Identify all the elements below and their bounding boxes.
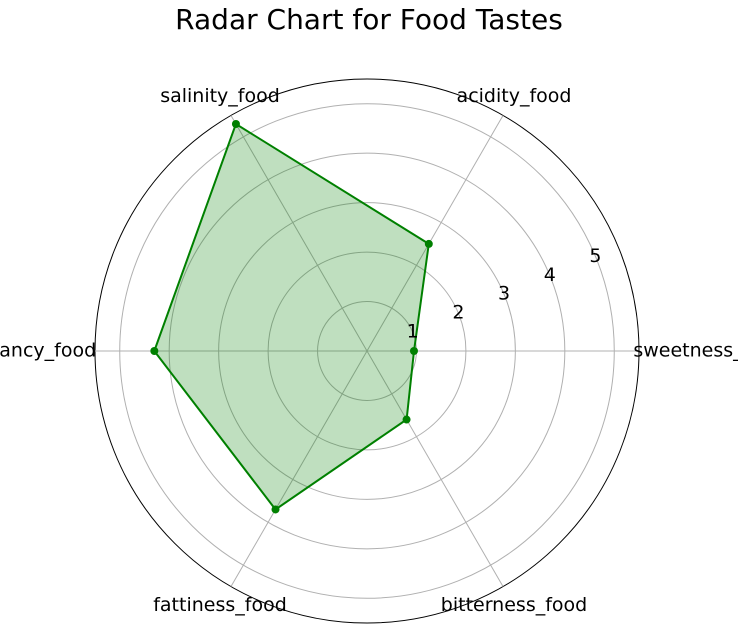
spoke-acidity_food [366,115,504,352]
category-label-fattiness_food: fattiness_food [153,594,287,616]
radial-tick-labels: 1 2 3 4 5 [407,245,602,343]
series-area [154,124,429,510]
series [150,120,433,514]
tick-label-2: 2 [452,302,464,324]
spoke-fattiness_food [230,350,368,587]
spoke-salinity_food [230,115,368,352]
category-label-acidity_food: acidity_food [457,85,572,107]
data-point-sweetness_food [409,347,418,355]
tick-label-5: 5 [589,245,601,267]
data-point-bitterness_food [402,415,411,424]
tick-label-4: 4 [544,264,556,286]
tick-label-3: 3 [498,283,510,305]
category-labels: sweetness_food acidity_food salinity_foodp… [0,85,738,616]
data-point-salinity_food [231,120,240,129]
spoke-bitterness_food [366,350,504,587]
data-point-fattiness_food [271,505,280,514]
category-label-piquancy_food: piquancy_food [0,340,96,362]
category-label-salinity_food: salinity_food [160,85,280,107]
data-point-acidity_food [424,239,433,248]
chart-title: Radar Chart for Food Tastes [175,3,563,36]
data-point-piquancy_food [150,347,159,355]
category-label-sweetness_food: sweetness_food [633,340,738,362]
category-label-bitterness_food: bitterness_food [441,594,587,616]
spokes [95,115,639,587]
tick-label-1: 1 [407,321,419,343]
